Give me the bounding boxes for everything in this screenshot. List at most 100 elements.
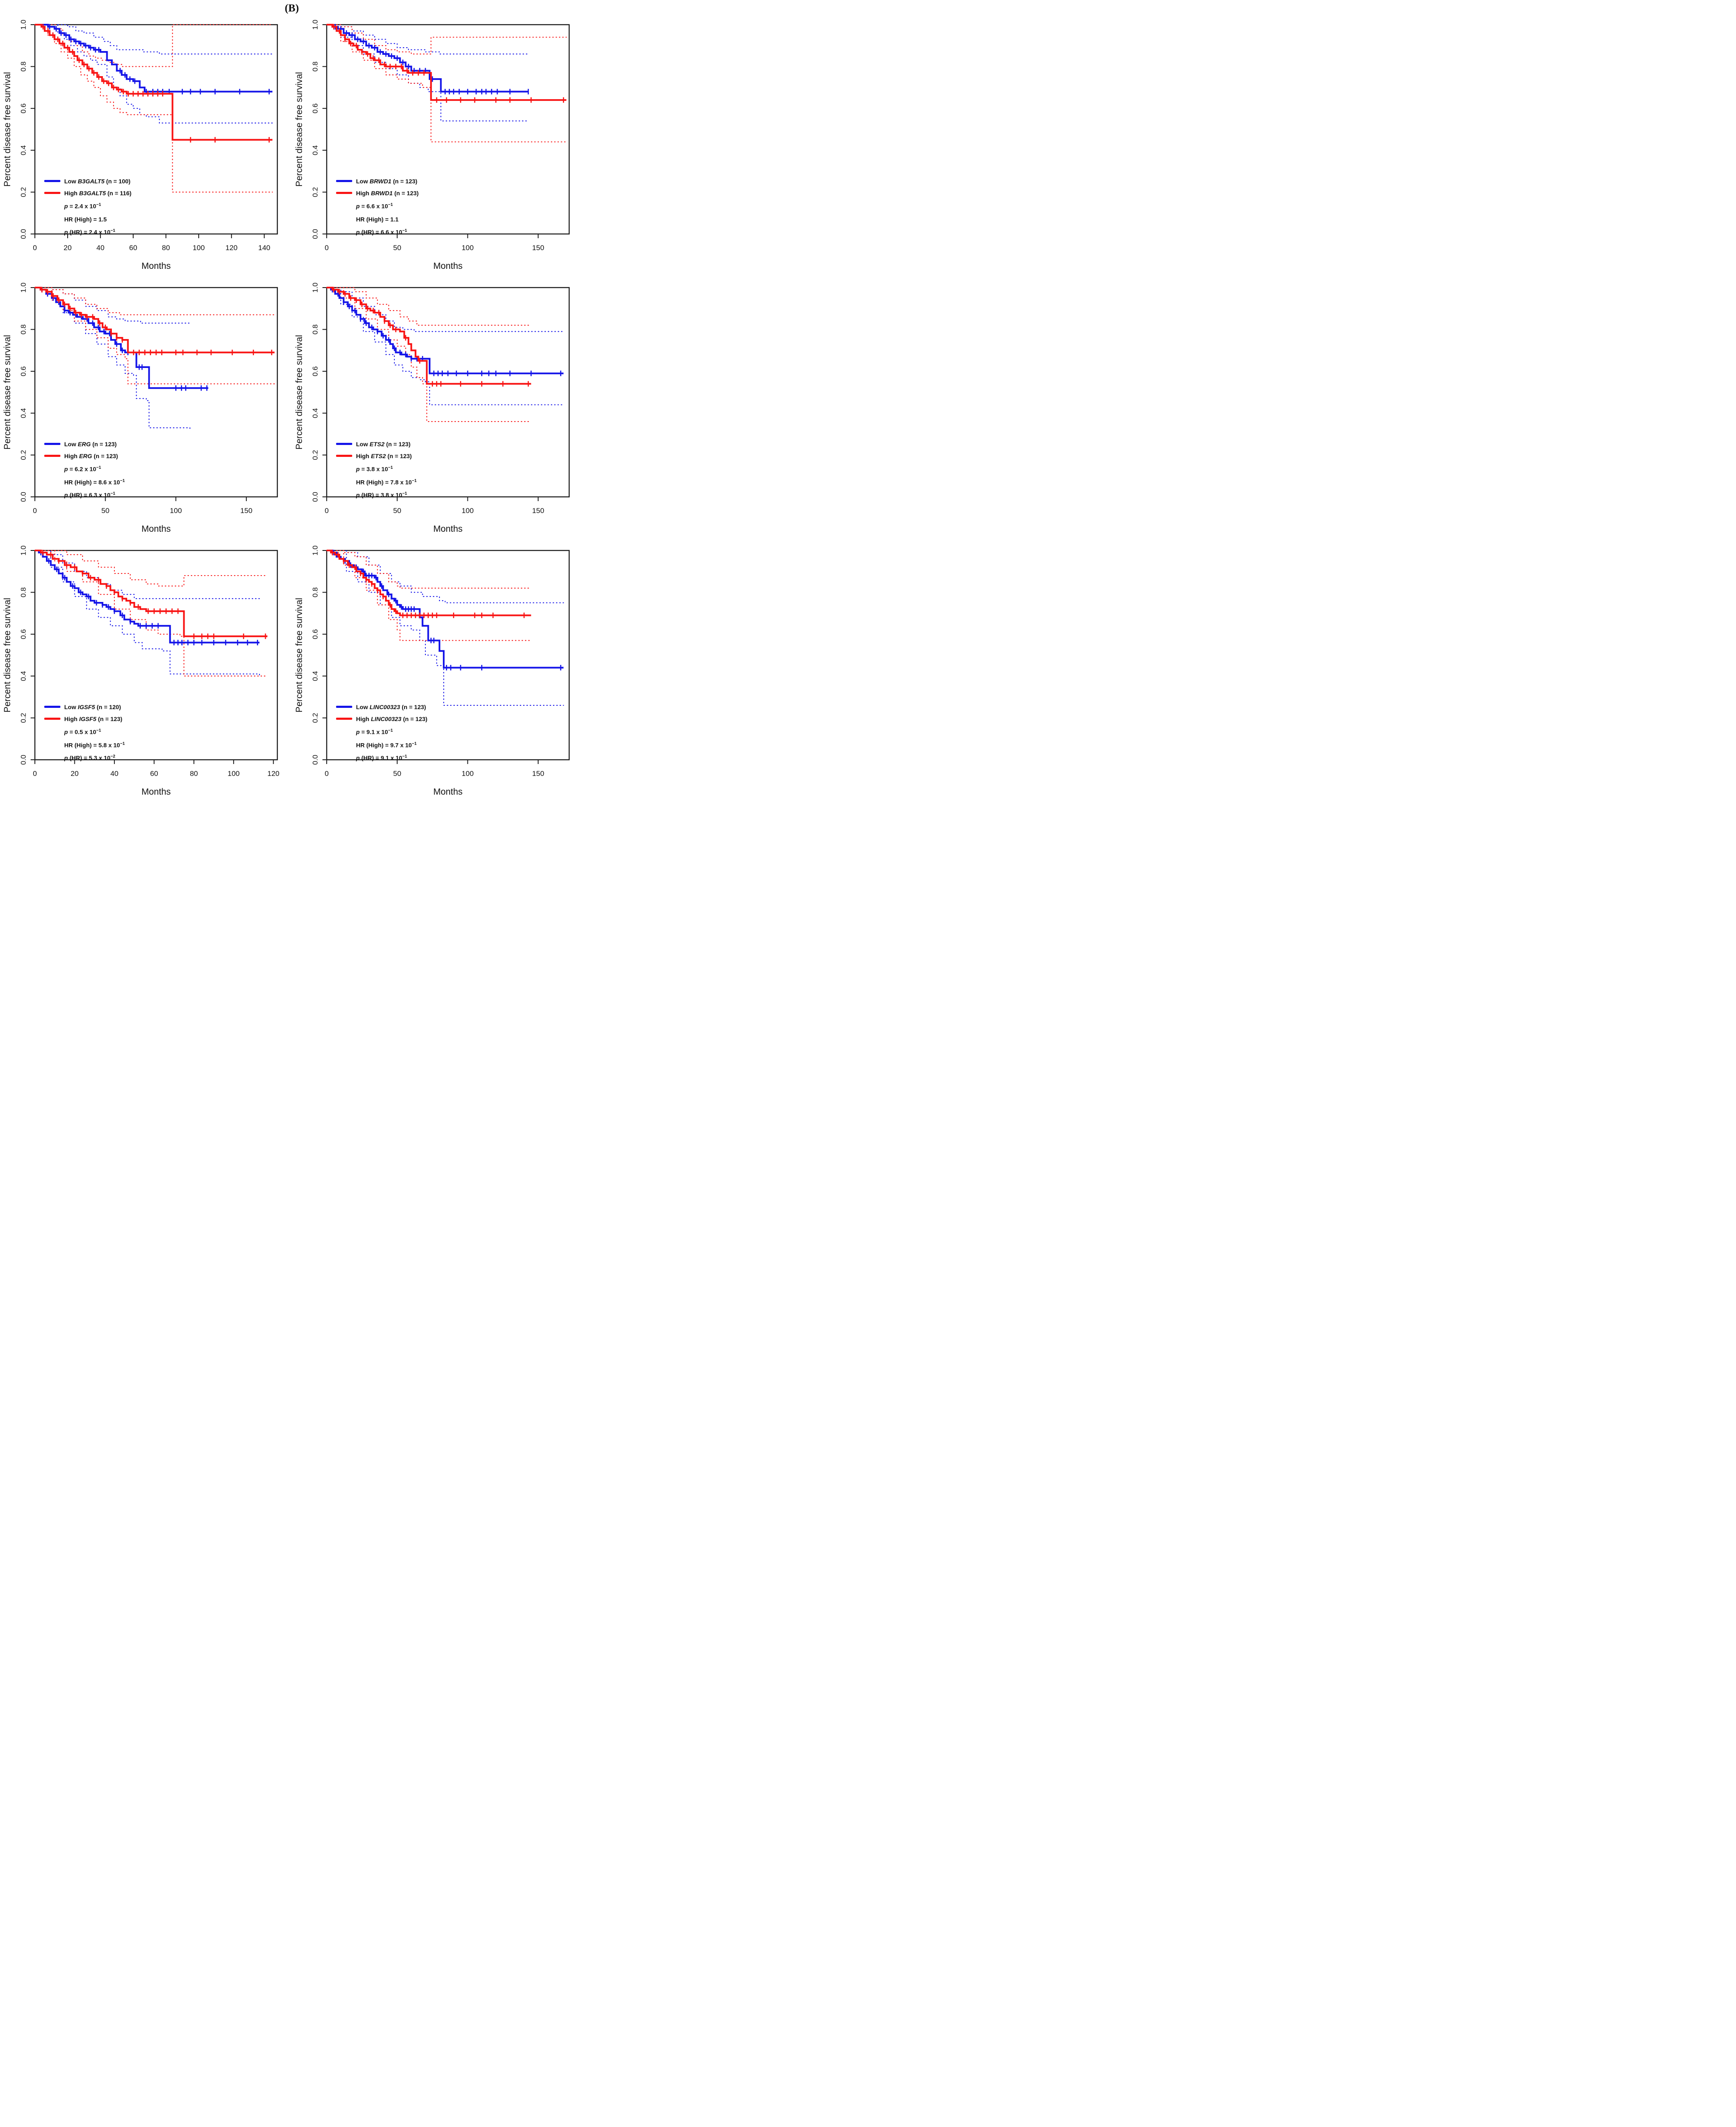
legend-low-prefix: Low	[356, 178, 368, 185]
km-curve-high	[327, 287, 531, 385]
legend-row-low: Low B3GALT5 (n = 100)	[44, 175, 131, 187]
p-symbol: p	[356, 728, 360, 736]
p-hr-exponent: −1	[110, 228, 115, 234]
p-value-text: = 2.4 x 10	[69, 202, 97, 210]
x-tick-label: 100	[462, 507, 473, 515]
y-tick-label: 0.6	[20, 629, 28, 639]
legend-low-n: (n = 123)	[92, 441, 117, 448]
km-ci-curve	[34, 24, 273, 193]
legend-low-gene: BRWD1	[369, 178, 391, 185]
y-tick-label: 0.0	[20, 229, 28, 239]
x-tick-label: 120	[225, 244, 237, 252]
km-ci-curve	[34, 287, 191, 324]
p-value-exponent: −1	[96, 465, 101, 470]
km-panel-grid: 0.0 0.2 0.4 0.6 0.8 1.0 0 20 40 60 80 100 120 140 Perc…	[0, 15, 584, 804]
p-symbol: p	[356, 202, 360, 210]
plot-box	[34, 24, 278, 235]
km-panel-ets2: 0.0 0.2 0.4 0.6 0.8 1.0 0 50 100 150 Percent disea…	[292, 278, 584, 541]
y-tick-label: 0.8	[311, 62, 319, 72]
legend-line-swatch-high	[336, 192, 352, 194]
hr-exponent: −1	[120, 478, 125, 483]
km-ci-curve	[34, 550, 260, 599]
hr-exponent: −1	[412, 478, 417, 483]
legend-p-value: p = 9.1 x 10−1	[356, 725, 428, 738]
p-hr-symbol: p	[64, 491, 68, 499]
y-tick-label: 1.0	[311, 545, 319, 556]
x-tick-label: 0	[33, 244, 37, 252]
x-tick-label: 20	[71, 770, 79, 778]
legend-line-swatch-low	[336, 706, 352, 708]
km-curve-low	[327, 287, 564, 374]
p-hr-text: (HR) = 6.6 x 10	[361, 228, 402, 236]
legend-hr-value: HR (High) = 8.6 x 10−1	[64, 475, 125, 488]
km-legend: Low B3GALT5 (n = 100) High B3GALT5 (n = …	[44, 175, 131, 238]
p-hr-symbol: p	[64, 754, 68, 761]
y-tick-label: 0.2	[20, 450, 28, 460]
y-axis-title: Percent disease free survival	[294, 335, 304, 450]
km-panel-igsf5: 0.0 0.2 0.4 0.6 0.8 1.0 0 20 40 60 80 100 120 Percent…	[0, 541, 292, 804]
x-tick-label: 100	[193, 244, 205, 252]
x-axis-title: Months	[142, 524, 171, 534]
figure-panel-label: (B)	[285, 3, 299, 14]
legend-line-swatch-low	[44, 706, 60, 708]
y-tick-label: 1.0	[20, 282, 28, 293]
x-tick-label: 80	[190, 770, 198, 778]
legend-high-n: (n = 123)	[394, 190, 419, 197]
km-curve-high	[35, 24, 273, 141]
y-tick-label: 0.8	[311, 587, 319, 598]
legend-low-prefix: Low	[64, 441, 76, 448]
p-symbol: p	[64, 465, 68, 473]
y-tick-label: 0.0	[311, 492, 319, 502]
y-axis-title: Percent disease free survival	[294, 72, 304, 187]
plot-box	[34, 287, 278, 498]
km-legend: Low IGSF5 (n = 120) High IGSF5 (n = 123)…	[44, 701, 125, 764]
km-ci-curve	[326, 287, 532, 422]
legend-high-gene: B3GALT5	[79, 190, 106, 197]
p-hr-exponent: −1	[402, 754, 407, 759]
legend-low-prefix: Low	[356, 441, 368, 448]
y-tick-label: 0.6	[311, 103, 319, 114]
legend-row-low: Low ERG (n = 123)	[44, 438, 125, 450]
km-legend: Low ERG (n = 123) High ERG (n = 123) p =…	[44, 438, 125, 501]
x-tick-label: 100	[462, 770, 473, 778]
p-hr-text: (HR) = 6.3 x 10	[69, 491, 111, 499]
hr-text: HR (High) = 7.8 x 10	[356, 479, 412, 486]
y-tick-label: 0.0	[311, 755, 319, 765]
legend-p-value: p = 0.5 x 10−1	[64, 725, 125, 738]
p-value-exponent: −1	[388, 465, 393, 470]
p-hr-symbol: p	[356, 491, 360, 499]
p-hr-text: (HR) = 3.8 x 10	[361, 491, 402, 499]
p-value-text: = 6.6 x 10	[361, 202, 388, 210]
hr-text: HR (High) = 8.6 x 10	[64, 479, 120, 486]
x-axis-title: Months	[433, 524, 463, 534]
legend-row-high: High ERG (n = 123)	[44, 450, 125, 462]
x-tick-label: 40	[110, 770, 118, 778]
km-curve-high	[327, 24, 567, 101]
plot-box	[34, 550, 278, 761]
km-ci-curve	[326, 287, 532, 326]
x-tick-label: 120	[268, 770, 279, 778]
plot-box	[326, 24, 570, 235]
x-tick-label: 50	[393, 770, 401, 778]
p-value-exponent: −1	[96, 728, 101, 733]
legend-hr-value: HR (High) = 7.8 x 10−1	[356, 475, 417, 488]
y-axis-title: Percent disease free survival	[294, 598, 304, 713]
km-ci-curve	[34, 24, 273, 54]
legend-hr-value: HR (High) = 9.7 x 10−1	[356, 738, 428, 751]
p-value-text: = 6.2 x 10	[69, 465, 97, 473]
legend-high-n: (n = 116)	[107, 190, 132, 197]
y-tick-label: 1.0	[311, 282, 319, 293]
y-tick-label: 0.0	[20, 755, 28, 765]
x-tick-label: 150	[532, 770, 544, 778]
km-panel-erg: 0.0 0.2 0.4 0.6 0.8 1.0 0 50 100 150 Percent disea…	[0, 278, 292, 541]
legend-line-swatch-high	[44, 192, 60, 194]
y-tick-label: 1.0	[20, 545, 28, 556]
p-value-exponent: −1	[388, 202, 393, 207]
p-hr-exponent: −1	[402, 491, 407, 496]
plot-box	[326, 287, 570, 498]
y-axis-title: Percent disease free survival	[3, 598, 12, 713]
legend-low-prefix: Low	[64, 178, 76, 185]
legend-high-gene: BRWD1	[371, 190, 393, 197]
km-curve-high	[35, 287, 275, 354]
x-tick-label: 0	[33, 770, 37, 778]
